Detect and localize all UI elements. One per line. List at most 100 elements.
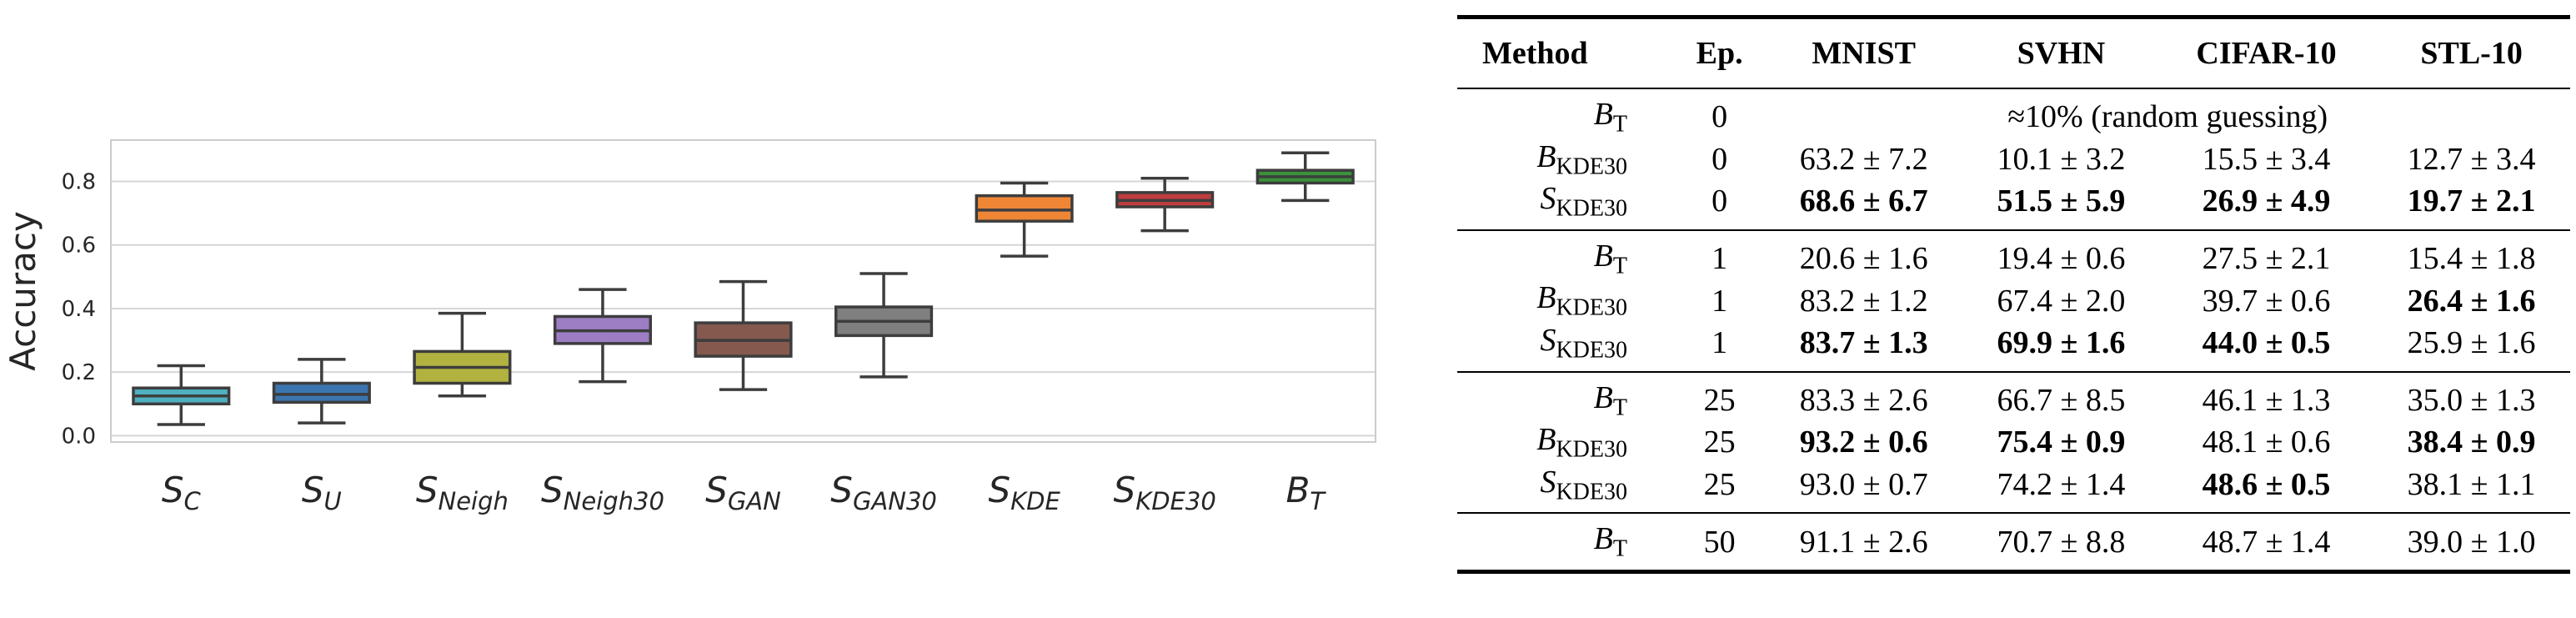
- mnist-cell: 83.2 ± 1.2: [1799, 283, 1928, 319]
- table-header-row: Method Ep. MNIST SVHN CIFAR-10 STL-10: [1457, 17, 2570, 89]
- cifar10-cell: 15.5 ± 3.4: [2202, 141, 2331, 177]
- epoch-cell: 25: [1703, 425, 1736, 460]
- stl10-cell: 19.7 ± 2.1: [2407, 183, 2536, 219]
- svhn-cell: 75.4 ± 0.9: [1997, 425, 2126, 460]
- plot-frame: [110, 139, 1376, 443]
- table-body: BT 0 ≈10% (random guessing) BKDE30 0 63.2 ± 7…: [1457, 88, 2570, 572]
- cifar10-cell: 44.0 ± 0.5: [2202, 325, 2331, 361]
- box-0: [132, 364, 231, 426]
- table-row: BT 1 20.6 ± 1.6 19.4 ± 0.6 27.5 ± 2.1 15.4 ± …: [1457, 229, 2570, 280]
- box-5: [834, 272, 934, 379]
- cifar10-cell: 48.6 ± 0.5: [2202, 467, 2331, 503]
- x-tick-label: SC: [162, 470, 202, 515]
- stl10-cell: 25.9 ± 1.6: [2407, 325, 2536, 361]
- table-row: BKDE30 0 63.2 ± 7.2 10.1 ± 3.2 15.5 ± 3.4 12.…: [1457, 138, 2570, 181]
- stl10-cell: 39.0 ± 1.0: [2407, 524, 2536, 560]
- epoch-cell: 50: [1703, 524, 1736, 560]
- x-tick-label: SNeigh: [416, 470, 509, 515]
- box-2: [413, 311, 512, 398]
- boxplot-figure: 0.0 0.2 0.4 0.6 0.8 Accuracy SC SU SNeigh SNeigh3…: [3, 139, 1376, 515]
- results-table: Method Ep. MNIST SVHN CIFAR-10 STL-10 BT…: [1457, 15, 2570, 574]
- epoch-cell: 25: [1703, 382, 1736, 418]
- box-6: [975, 181, 1074, 258]
- iqr-box: [272, 381, 371, 404]
- epoch-cell: 1: [1711, 325, 1728, 361]
- epoch-cell: 1: [1711, 283, 1728, 319]
- method-cell: BT: [1593, 379, 1627, 421]
- svhn-cell: 10.1 ± 3.2: [1997, 141, 2126, 177]
- method-cell: BT: [1593, 521, 1627, 562]
- y-tick-label: 0.4: [62, 297, 96, 322]
- box-3: [553, 288, 653, 384]
- epoch-cell: 0: [1711, 141, 1728, 177]
- y-axis-label: Accuracy: [3, 211, 43, 371]
- mnist-cell: 93.0 ± 0.7: [1799, 467, 1928, 503]
- mnist-cell: 63.2 ± 7.2: [1799, 141, 1928, 177]
- stl10-cell: 12.7 ± 3.4: [2407, 141, 2536, 177]
- iqr-box: [975, 193, 1074, 223]
- svhn-cell: 74.2 ± 1.4: [1997, 467, 2126, 503]
- accuracy-boxplot: 0.0 0.2 0.4 0.6 0.8 Accuracy SC SU SNeigh SNeigh3…: [3, 139, 1376, 515]
- method-cell: SKDE30: [1540, 322, 1627, 364]
- y-tick-label: 0.2: [62, 360, 96, 385]
- cifar10-cell: 48.7 ± 1.4: [2202, 524, 2331, 560]
- method-cell: BT: [1593, 97, 1627, 138]
- mnist-cell: 83.3 ± 2.6: [1799, 382, 1928, 418]
- x-tick-label: SNeigh30: [541, 470, 664, 515]
- method-cell: BKDE30: [1536, 280, 1627, 321]
- mnist-cell: 68.6 ± 6.7: [1799, 183, 1928, 219]
- svhn-cell: 69.9 ± 1.6: [1997, 325, 2126, 361]
- method-cell: BT: [1593, 238, 1627, 279]
- y-tick-label: 0.0: [62, 424, 96, 449]
- epoch-cell: 25: [1703, 467, 1736, 503]
- stl10-cell: 15.4 ± 1.8: [2407, 241, 2536, 277]
- cifar10-cell: 46.1 ± 1.3: [2202, 382, 2331, 418]
- header-method: Method: [1482, 36, 1588, 71]
- table-row: BKDE30 1 83.2 ± 1.2 67.4 ± 2.0 39.7 ± 0.6 26.…: [1457, 279, 2570, 322]
- cifar10-cell: 27.5 ± 2.1: [2202, 241, 2331, 277]
- svhn-cell: 66.7 ± 8.5: [1997, 382, 2126, 418]
- method-cell: BKDE30: [1536, 422, 1627, 463]
- method-cell: SKDE30: [1540, 464, 1627, 505]
- cifar10-cell: 26.9 ± 4.9: [2202, 183, 2331, 219]
- table-row: SKDE30 0 68.6 ± 6.7 51.5 ± 5.9 26.9 ± 4.9 19.…: [1457, 180, 2570, 230]
- mnist-cell: 91.1 ± 2.6: [1799, 524, 1928, 560]
- table-row: BT 50 91.1 ± 2.6 70.7 ± 8.8 48.7 ± 1.4 39.0 ±…: [1457, 513, 2570, 572]
- mnist-cell: 83.7 ± 1.3: [1799, 325, 1928, 361]
- method-cell: BKDE30: [1536, 138, 1627, 180]
- box-4: [694, 279, 793, 391]
- table-row: BT 25 83.3 ± 2.6 66.7 ± 8.5 46.1 ± 1.3 35.0 ±…: [1457, 371, 2570, 422]
- table-row: SKDE30 1 83.7 ± 1.3 69.9 ± 1.6 44.0 ± 0.5 25.…: [1457, 322, 2570, 372]
- box-8: [1255, 151, 1355, 203]
- cifar10-cell: 39.7 ± 0.6: [2202, 283, 2331, 319]
- svhn-cell: 70.7 ± 8.8: [1997, 524, 2126, 560]
- header-cifar10: CIFAR-10: [2196, 36, 2337, 71]
- header-svhn: SVHN: [2017, 36, 2106, 71]
- y-tick-label: 0.6: [62, 234, 96, 259]
- header-stl10: STL-10: [2420, 36, 2523, 71]
- y-tick-label: 0.8: [62, 170, 96, 195]
- box-1: [272, 358, 371, 425]
- x-tick-label: BT: [1285, 470, 1326, 515]
- stl10-cell: 26.4 ± 1.6: [2407, 283, 2536, 319]
- stl10-cell: 38.1 ± 1.1: [2407, 467, 2536, 503]
- x-tick-label: SGAN: [705, 470, 781, 515]
- table-row: BKDE30 25 93.2 ± 0.6 75.4 ± 0.9 48.1 ± 0.6 38…: [1457, 421, 2570, 464]
- results-table-container: Method Ep. MNIST SVHN CIFAR-10 STL-10 BT…: [1457, 0, 2576, 614]
- cifar10-cell: 48.1 ± 0.6: [2202, 425, 2331, 460]
- svhn-cell: 51.5 ± 5.9: [1997, 183, 2126, 219]
- method-cell: SKDE30: [1540, 181, 1627, 222]
- x-tick-label: SKDE: [988, 470, 1060, 515]
- table-row: SKDE30 25 93.0 ± 0.7 74.2 ± 1.4 48.6 ± 0.5 38…: [1457, 464, 2570, 514]
- box-7: [1115, 176, 1215, 233]
- header-mnist: MNIST: [1812, 36, 1916, 71]
- stl10-cell: 35.0 ± 1.3: [2407, 382, 2536, 418]
- x-tick-label: SGAN30: [830, 470, 937, 515]
- svhn-cell: 67.4 ± 2.0: [1997, 283, 2126, 319]
- random-guessing-note: ≈10% (random guessing): [2007, 99, 2328, 135]
- mnist-cell: 93.2 ± 0.6: [1799, 425, 1928, 460]
- x-tick-label: SKDE30: [1114, 470, 1216, 515]
- stl10-cell: 38.4 ± 0.9: [2407, 425, 2536, 460]
- epoch-cell: 0: [1711, 183, 1728, 219]
- mnist-cell: 20.6 ± 1.6: [1799, 241, 1928, 277]
